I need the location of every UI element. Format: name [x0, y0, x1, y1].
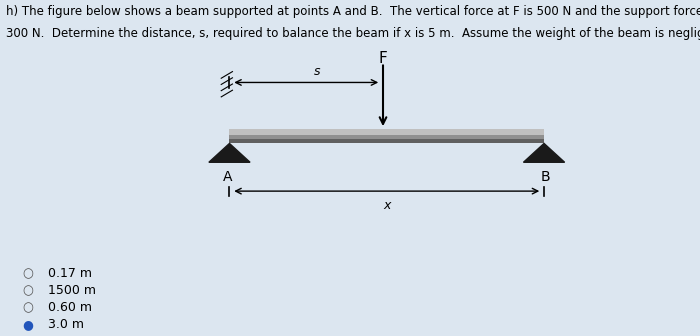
- Text: 0.17 m: 0.17 m: [48, 267, 92, 280]
- Text: 1500 m: 1500 m: [48, 284, 96, 297]
- Text: ●: ●: [22, 318, 34, 331]
- Polygon shape: [524, 143, 565, 162]
- Text: A: A: [223, 170, 232, 184]
- Bar: [230, 129, 544, 134]
- Text: h) The figure below shows a beam supported at points A and B.  The vertical forc: h) The figure below shows a beam support…: [6, 5, 700, 18]
- Text: ○: ○: [22, 267, 34, 280]
- Bar: [230, 129, 544, 143]
- Text: 300 N.  Determine the distance, s, required to balance the beam if x is 5 m.  As: 300 N. Determine the distance, s, requir…: [6, 27, 700, 40]
- Text: F: F: [379, 51, 387, 67]
- Text: 0.60 m: 0.60 m: [48, 301, 92, 314]
- Text: B: B: [541, 170, 551, 184]
- Polygon shape: [209, 143, 250, 162]
- Text: s: s: [314, 65, 321, 78]
- Bar: [230, 138, 544, 143]
- Text: x: x: [383, 199, 391, 212]
- Text: ○: ○: [22, 284, 34, 297]
- Text: ○: ○: [22, 301, 34, 314]
- Text: 3.0 m: 3.0 m: [48, 318, 83, 331]
